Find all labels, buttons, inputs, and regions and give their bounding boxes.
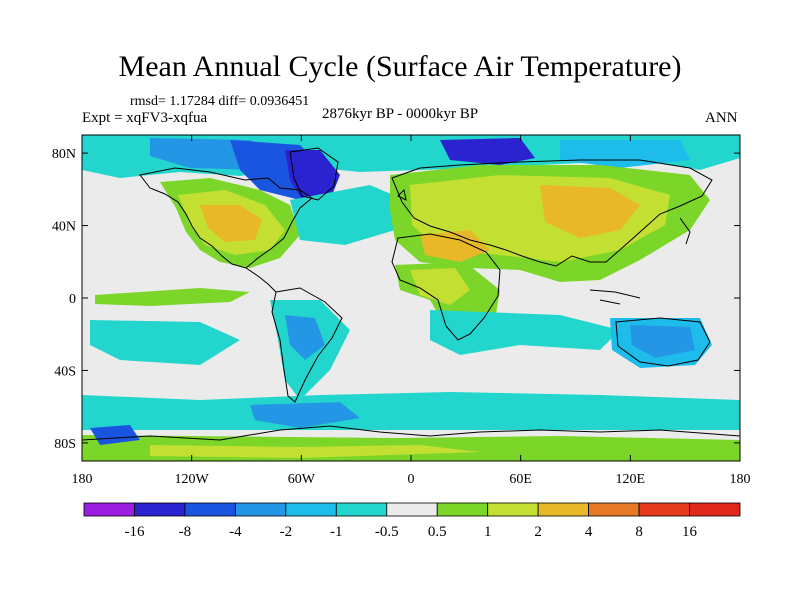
field-indian-cyan	[430, 310, 620, 355]
x-axis: 180 120W 60W 0 60E 120E 180	[72, 135, 751, 487]
colorbar-level-label: -16	[124, 524, 144, 540]
coast-australia	[615, 317, 711, 367]
x-tick-label: 120W	[175, 472, 210, 487]
field-southern-cyan	[82, 392, 740, 430]
time-period-label: 2876kyr BP - 0000kyr BP	[322, 106, 479, 122]
field-tropical-green	[95, 288, 250, 306]
field-australia-blue	[630, 325, 695, 358]
colorbar-level-label: 1	[484, 524, 492, 540]
colorbar-level-label: -1	[330, 524, 343, 540]
y-axis: 80N 40N 0 40S 80S	[52, 147, 740, 452]
coast-africa	[391, 233, 501, 341]
coastlines	[82, 147, 740, 441]
colorbar-level-label: -0.5	[375, 524, 399, 540]
coast-europe-asia	[391, 159, 713, 267]
colorbar-swatch	[588, 502, 640, 517]
field-spacific-cyan	[90, 320, 240, 365]
colorbar-level-label: 0.5	[428, 524, 447, 540]
y-tick-label: 0	[69, 292, 76, 307]
y-tick-label: 40N	[52, 220, 76, 235]
colorbar-swatch	[234, 502, 287, 517]
field-namerica-orange	[200, 205, 262, 242]
chart-title: Mean Annual Cycle (Surface Air Temperatu…	[118, 50, 682, 83]
y-tick-label: 80S	[54, 437, 76, 452]
field-southern-blue	[250, 402, 360, 428]
colorbar-level-label: 4	[585, 524, 593, 540]
coast-antarctica	[82, 425, 740, 441]
colorbar-swatch	[335, 502, 388, 517]
y-tick-label: 80N	[52, 147, 76, 162]
colorbar-swatch	[487, 502, 539, 517]
coast-japan	[679, 217, 691, 245]
colorbar-level-label: 16	[682, 524, 698, 540]
field-greenland-dark	[285, 150, 340, 205]
coast-south-america	[271, 287, 343, 403]
colorbar-swatch	[184, 502, 236, 517]
coast-indonesia	[589, 289, 641, 305]
field-eurasia-orange-1	[540, 185, 640, 238]
colorbar-level-label: -8	[179, 524, 192, 540]
coast-north-america	[139, 167, 313, 269]
colorbar-swatch	[537, 502, 590, 517]
colorbar-swatch	[285, 502, 337, 517]
experiment-label: Expt = xqFV3-xqfua	[82, 110, 208, 126]
x-tick-label: 60W	[288, 472, 316, 487]
y-tick-label: 40S	[54, 364, 76, 379]
colorbar-swatch	[436, 502, 489, 517]
colorbar: -16 -8 -4 -2 -1 -0.5 0.5 1 2 4 8 16	[83, 502, 741, 540]
colorbar-swatch	[638, 502, 690, 517]
x-tick-label: 60E	[509, 472, 532, 487]
field-africa-yellow	[410, 268, 470, 305]
map-plot-area	[82, 135, 740, 461]
coast-britain	[397, 188, 407, 201]
coast-central-america	[245, 267, 277, 293]
season-label: ANN	[705, 110, 738, 126]
field-antarctic-yellow	[150, 445, 480, 458]
anomaly-field	[82, 135, 740, 461]
colorbar-swatch	[134, 502, 186, 517]
rmsd-diff-stats: rmsd= 1.17284 diff= 0.0936451	[130, 94, 310, 109]
coast-greenland	[289, 147, 339, 201]
colorbar-level-label: 8	[635, 524, 643, 540]
field-siberia-cyan	[560, 140, 690, 168]
field-samerica-blue	[285, 315, 325, 360]
colorbar-swatch	[386, 502, 438, 517]
colorbar-swatch	[689, 502, 741, 517]
x-tick-label: 180	[72, 472, 93, 487]
x-tick-label: 0	[408, 472, 415, 487]
colorbar-level-label: 2	[534, 524, 542, 540]
colorbar-level-label: -2	[280, 524, 293, 540]
colorbar-swatch	[83, 502, 135, 517]
colorbar-level-label: -4	[229, 524, 242, 540]
field-eurasia-orange-2	[420, 230, 490, 262]
field-antarctic-blue	[90, 425, 140, 445]
x-tick-label: 180	[730, 472, 751, 487]
x-tick-label: 120E	[616, 472, 646, 487]
field-barents-dark	[440, 138, 535, 165]
